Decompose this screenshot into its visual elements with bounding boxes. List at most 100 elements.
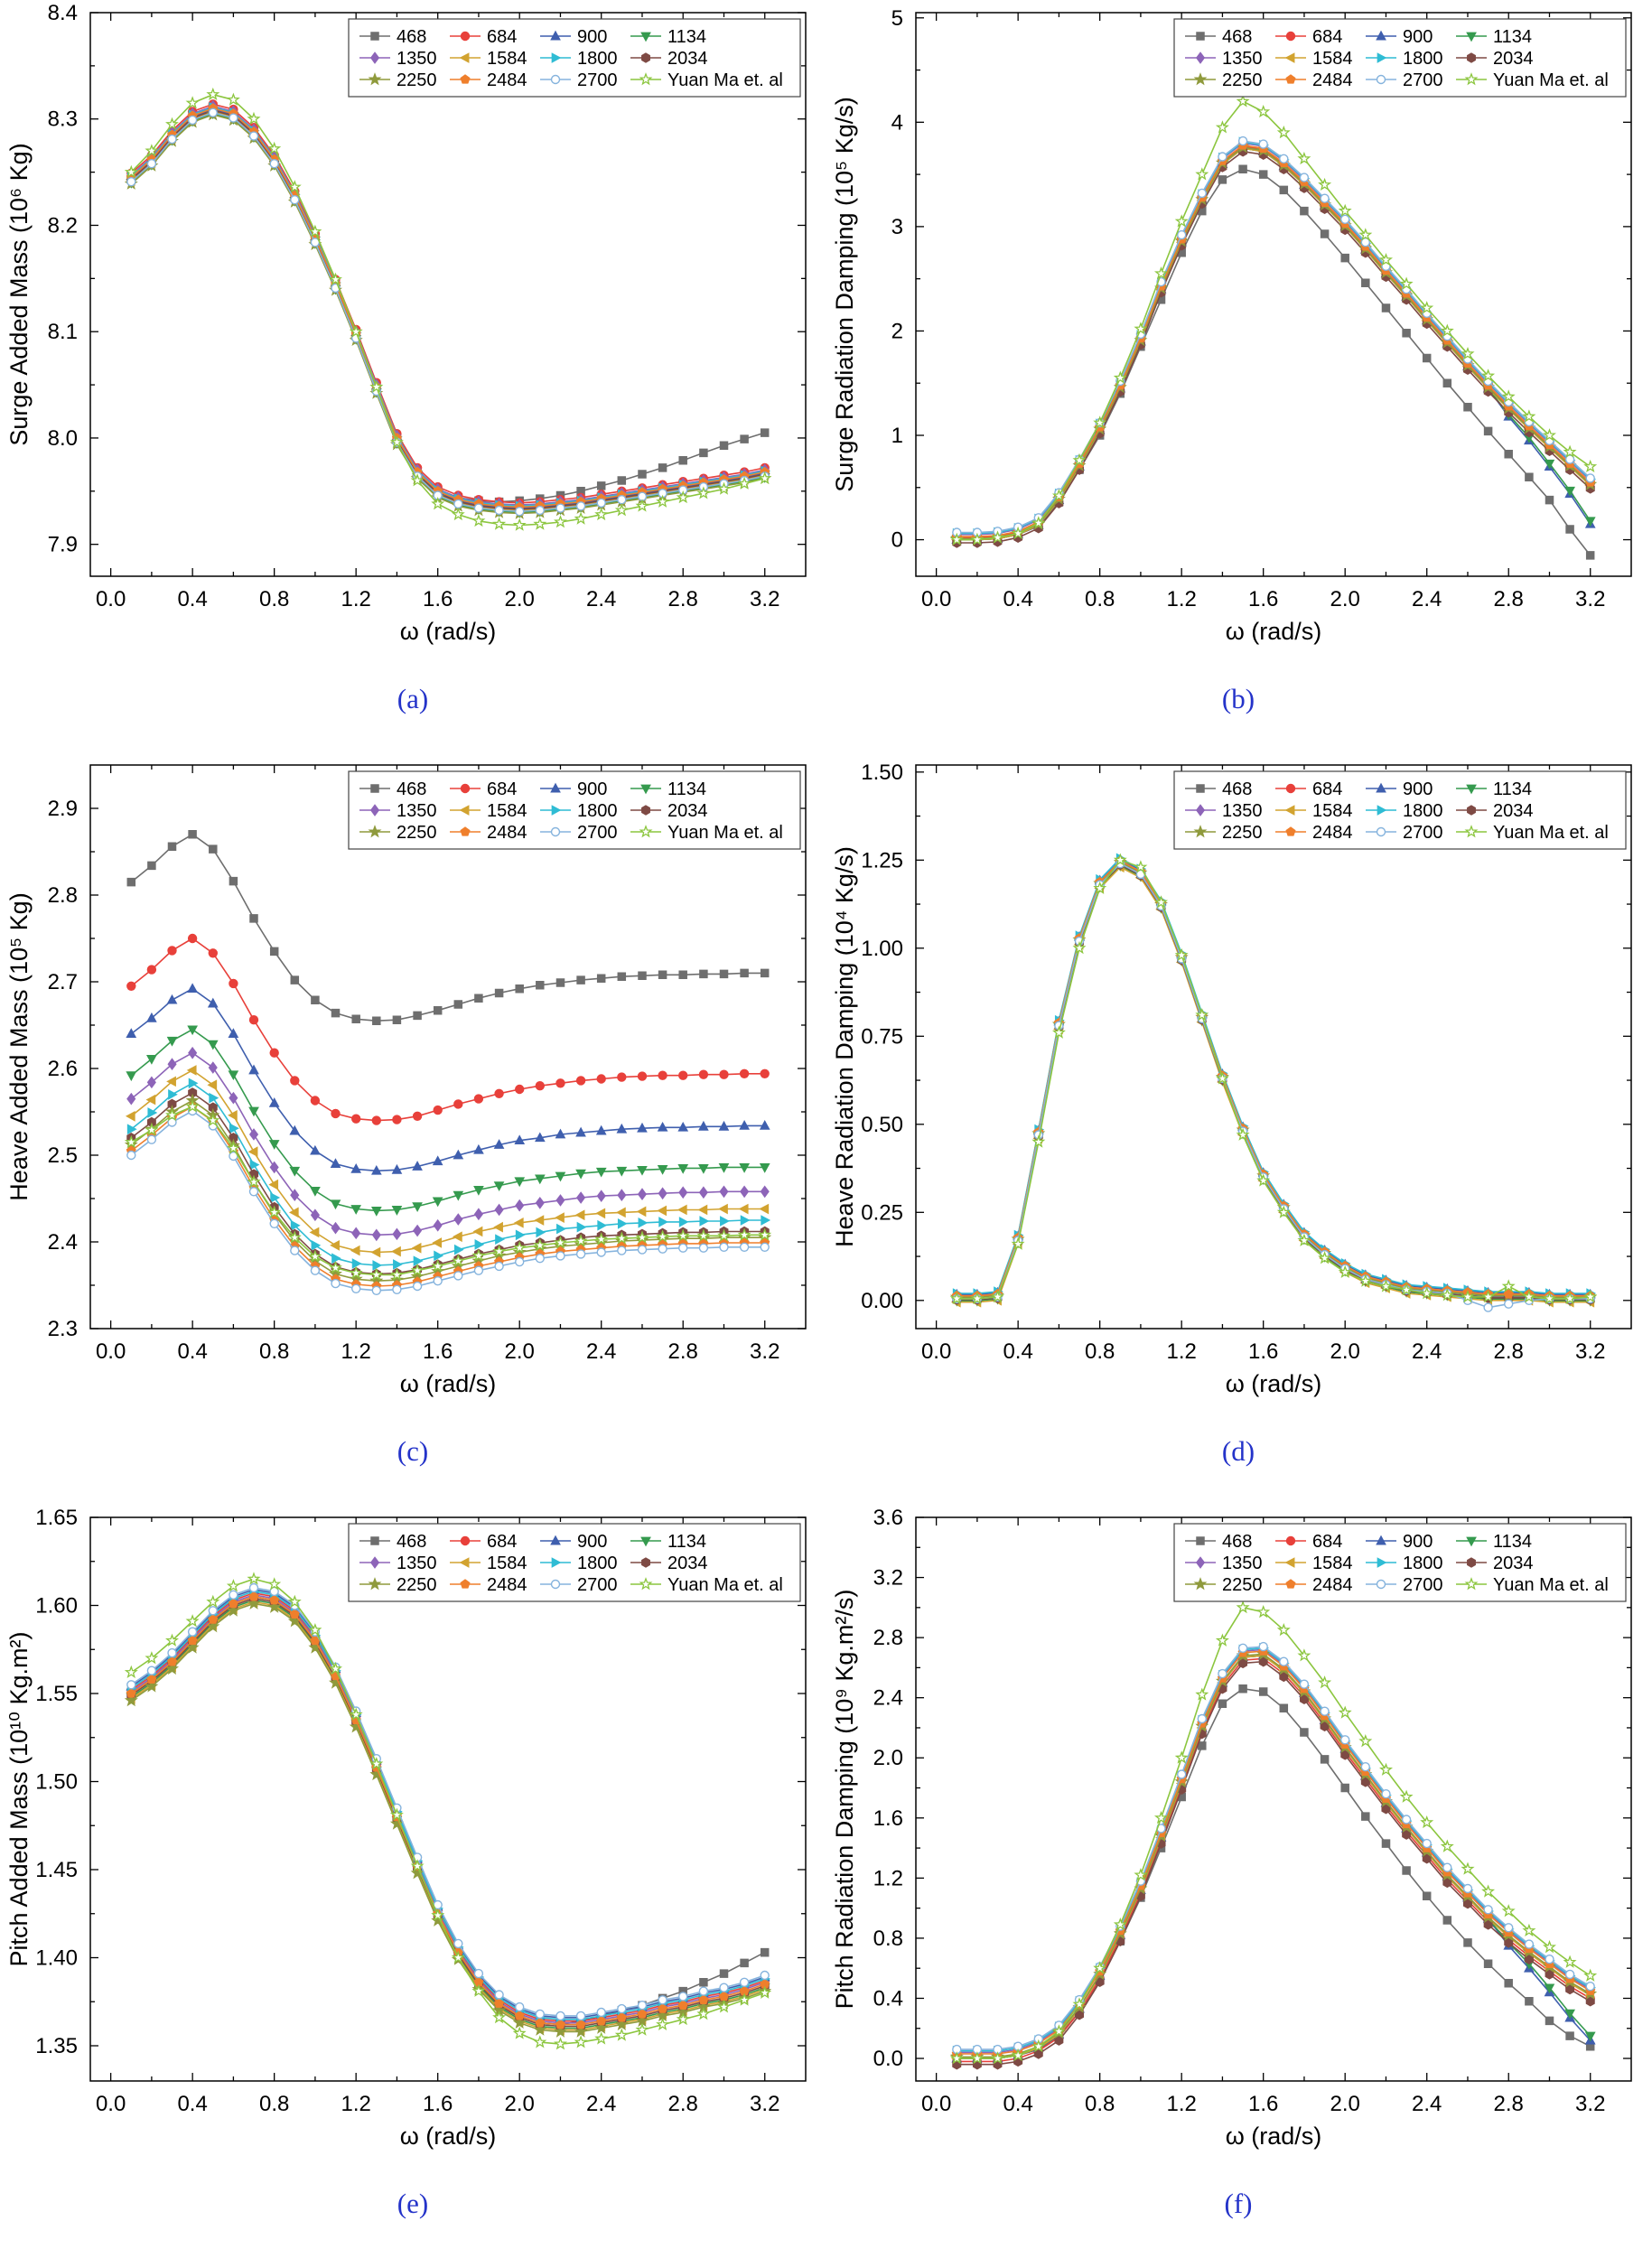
legend-label-900: 900	[1403, 1532, 1433, 1552]
x-tick-label: 2.8	[668, 1339, 698, 1364]
legend-label-900: 900	[577, 27, 607, 47]
y-tick-label: 2	[891, 319, 903, 343]
plot-frame	[89, 764, 807, 1330]
x-tick-label: 0.4	[1003, 587, 1032, 611]
x-axis-title: ω (rad/s)	[1226, 1370, 1322, 1397]
series-900	[951, 142, 1596, 544]
y-tick-label: 8.0	[48, 426, 78, 451]
legend-label-2484: 2484	[1312, 1575, 1353, 1595]
y-tick-label: 1.60	[35, 1594, 78, 1619]
y-tick-label: 8.3	[48, 107, 78, 132]
y-tick-label: 1	[891, 424, 903, 448]
legend-label-yuan-ma: Yuan Ma et. al	[667, 1575, 783, 1595]
series-1350	[952, 1643, 1595, 2059]
legend-label-900: 900	[1403, 27, 1433, 47]
legend-label-1584: 1584	[487, 801, 527, 821]
y-tick-label: 2.8	[873, 1626, 903, 1650]
y-tick-label: 0.50	[861, 1113, 903, 1137]
series-900	[126, 103, 770, 513]
plot-frame	[915, 1516, 1632, 2082]
series-1134	[126, 109, 770, 518]
y-axis-title: Heave Radiation Damping (10⁴ Kg/s)	[831, 846, 858, 1247]
y-axis-title: Heave Added Mass (10⁵ Kg)	[5, 892, 33, 1200]
axes-c	[90, 765, 806, 1330]
series-2484	[951, 1646, 1596, 2058]
x-tick-label: 3.2	[750, 2092, 779, 2116]
x-tick-label: 2.8	[668, 2092, 698, 2116]
legend-label-1584: 1584	[1312, 1554, 1353, 1573]
legend-label-1584: 1584	[1312, 801, 1353, 821]
legend-label-yuan-ma: Yuan Ma et. al	[1493, 1575, 1609, 1595]
x-tick-label: 0.0	[921, 2092, 951, 2116]
series-684	[126, 99, 770, 508]
legend-label-684: 684	[1312, 1532, 1342, 1552]
panel-b: 0.0 0.4 0.8 1.2 1.6 2.0 2.4 2.8 3.2 0 1 2 3 4 5 468 684 9…	[826, 0, 1651, 752]
caption-c: (c)	[397, 1435, 429, 1467]
legend-label-1134: 1134	[667, 27, 706, 47]
x-tick-label: 3.2	[1575, 587, 1605, 611]
series-1584	[125, 106, 770, 516]
legend-label-2034: 2034	[667, 801, 708, 821]
series-1584	[125, 1596, 770, 2036]
plot-frame	[915, 764, 1632, 1330]
series-1584	[950, 143, 1595, 546]
x-tick-label: 0.4	[1003, 1339, 1032, 1364]
x-tick-label: 0.8	[259, 1339, 289, 1364]
series-1350	[952, 136, 1595, 541]
y-axis-title: Pitch Added Mass (10¹⁰ Kg.m²)	[5, 1632, 33, 1967]
series-2484	[126, 103, 770, 512]
x-tick-label: 0.4	[177, 587, 207, 611]
axes-b	[916, 13, 1631, 576]
series-2034	[126, 1592, 770, 2032]
legend-label-1134: 1134	[667, 779, 706, 799]
x-tick-label: 0.0	[921, 587, 951, 611]
legend-label-900: 900	[577, 779, 607, 799]
chart-surge-added-mass: 0.0 0.4 0.8 1.2 1.6 2.0 2.4 2.8 3.2 7.9 8.0 8.1 8.2 8…	[0, 0, 826, 659]
legend: 468 684 900 1134 1350 1584 1800 2034 2250 2484 270…	[1173, 770, 1627, 850]
panel-f: 0.0 0.4 0.8 1.2 1.6 2.0 2.4 2.8 3.2 0.0 0.4 0.8 1.2 1…	[826, 1505, 1651, 2257]
series-2700	[126, 107, 770, 517]
y-tick-label: 0.8	[873, 1927, 903, 1951]
series-900	[951, 1649, 1596, 2063]
legend-label-2034: 2034	[667, 49, 708, 69]
x-tick-label: 2.0	[1330, 2092, 1360, 2116]
y-tick-label: 1.25	[861, 848, 903, 872]
legend-label-468: 468	[397, 779, 426, 799]
panel-c: 0.0 0.4 0.8 1.2 1.6 2.0 2.4 2.8 3.2 2.3 2.4 2.5 2.6 2…	[0, 752, 826, 1505]
legend-label-1800: 1800	[577, 1554, 618, 1573]
legend-label-2484: 2484	[1312, 823, 1353, 843]
legend-label-2700: 2700	[577, 70, 618, 90]
series-468	[126, 830, 770, 1025]
legend-label-468: 468	[1222, 1532, 1252, 1552]
series-468	[952, 1684, 1595, 2063]
x-tick-label: 2.4	[586, 587, 616, 611]
x-tick-label: 1.6	[423, 1339, 453, 1364]
legend-label-2250: 2250	[397, 823, 437, 843]
legend-label-2700: 2700	[577, 823, 618, 843]
x-tick-label: 2.0	[1330, 587, 1360, 611]
series-1800	[126, 1586, 771, 2025]
x-tick-label: 2.4	[586, 1339, 616, 1364]
legend-label-684: 684	[487, 1532, 517, 1552]
legend-label-2700: 2700	[577, 1575, 618, 1595]
x-tick-label: 2.0	[505, 587, 535, 611]
x-tick-label: 1.2	[1166, 2092, 1196, 2116]
series-900	[126, 1583, 770, 2022]
x-axis-title: ω (rad/s)	[1226, 618, 1322, 645]
legend-label-1134: 1134	[667, 1532, 706, 1552]
legend-label-900: 900	[577, 1532, 607, 1552]
legend-label-1800: 1800	[1403, 49, 1443, 69]
legend-label-2034: 2034	[1493, 1554, 1534, 1573]
x-tick-label: 0.4	[1003, 2092, 1032, 2116]
y-tick-label: 0.75	[861, 1024, 903, 1049]
legend-label-1800: 1800	[577, 801, 618, 821]
legend-label-2034: 2034	[1493, 49, 1534, 69]
x-tick-label: 2.4	[1412, 1339, 1442, 1364]
legend-label-1350: 1350	[1222, 1554, 1263, 1573]
legend-label-2034: 2034	[1493, 801, 1534, 821]
legend-label-1350: 1350	[1222, 49, 1263, 69]
legend-label-2250: 2250	[1222, 823, 1263, 843]
series-684	[126, 933, 770, 1125]
series-yuan-ma	[124, 1099, 772, 1281]
legend-label-2700: 2700	[1403, 70, 1443, 90]
